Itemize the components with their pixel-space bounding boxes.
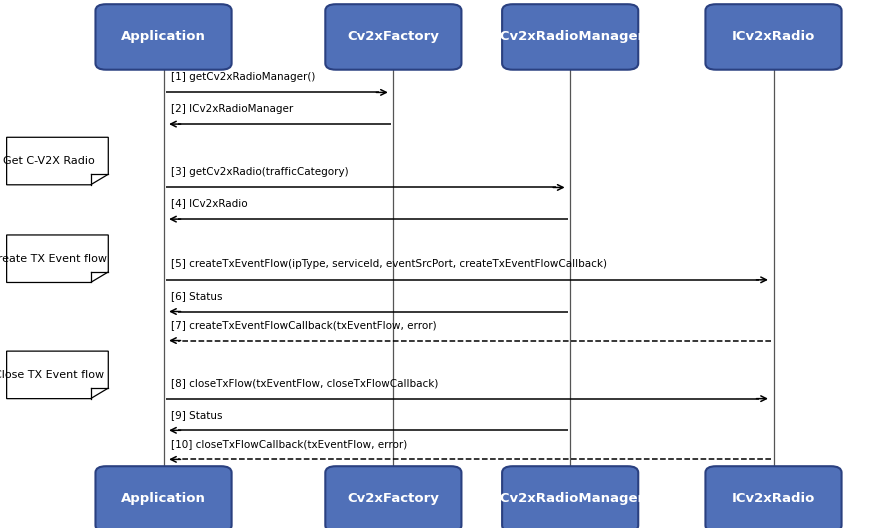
Text: [9] Status: [9] Status (171, 410, 222, 420)
Text: Application: Application (121, 493, 206, 505)
Text: ICv2xRadio: ICv2xRadio (732, 31, 815, 43)
Text: [4] ICv2xRadio: [4] ICv2xRadio (171, 199, 248, 209)
FancyBboxPatch shape (502, 466, 638, 528)
Polygon shape (7, 351, 108, 399)
Text: [7] createTxEventFlowCallback(txEventFlow, error): [7] createTxEventFlowCallback(txEventFlo… (171, 320, 436, 330)
Text: ICv2xRadioManager: ICv2xRadioManager (496, 31, 644, 43)
FancyBboxPatch shape (705, 466, 842, 528)
Text: [1] getCv2xRadioManager(): [1] getCv2xRadioManager() (171, 72, 315, 82)
Text: [10] closeTxFlowCallback(txEventFlow, error): [10] closeTxFlowCallback(txEventFlow, er… (171, 439, 407, 449)
Text: [6] Status: [6] Status (171, 291, 222, 301)
Text: Cv2xFactory: Cv2xFactory (347, 31, 439, 43)
Text: Application: Application (121, 31, 206, 43)
FancyBboxPatch shape (95, 4, 232, 70)
Polygon shape (7, 235, 108, 282)
Text: [2] ICv2xRadioManager: [2] ICv2xRadioManager (171, 103, 293, 114)
Text: Create TX Event flow: Create TX Event flow (0, 254, 107, 263)
FancyBboxPatch shape (502, 4, 638, 70)
Text: [8] closeTxFlow(txEventFlow, closeTxFlowCallback): [8] closeTxFlow(txEventFlow, closeTxFlow… (171, 378, 438, 388)
FancyBboxPatch shape (325, 466, 461, 528)
Text: ICv2xRadioManager: ICv2xRadioManager (496, 493, 644, 505)
Text: ICv2xRadio: ICv2xRadio (732, 493, 815, 505)
Polygon shape (7, 137, 108, 185)
Text: [5] createTxEventFlow(ipType, serviceId, eventSrcPort, createTxEventFlowCallback: [5] createTxEventFlow(ipType, serviceId,… (171, 259, 606, 269)
Text: Cv2xFactory: Cv2xFactory (347, 493, 439, 505)
FancyBboxPatch shape (705, 4, 842, 70)
FancyBboxPatch shape (325, 4, 461, 70)
Text: Get C-V2X Radio: Get C-V2X Radio (3, 156, 95, 166)
FancyBboxPatch shape (95, 466, 232, 528)
Text: Close TX Event flow: Close TX Event flow (0, 370, 103, 380)
Text: [3] getCv2xRadio(trafficCategory): [3] getCv2xRadio(trafficCategory) (171, 167, 348, 177)
